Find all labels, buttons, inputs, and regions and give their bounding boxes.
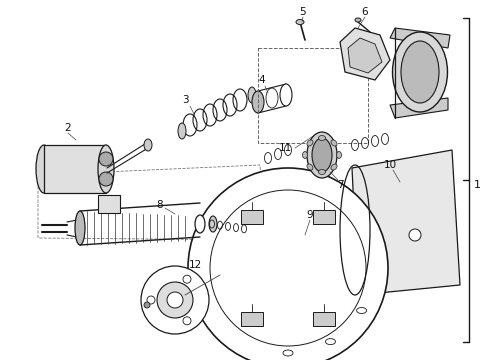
Polygon shape: [390, 98, 448, 118]
Circle shape: [167, 292, 183, 308]
Text: 12: 12: [188, 260, 201, 270]
Circle shape: [157, 282, 193, 318]
Ellipse shape: [307, 132, 337, 178]
Ellipse shape: [307, 164, 313, 170]
Circle shape: [141, 266, 209, 334]
Circle shape: [99, 172, 113, 186]
Ellipse shape: [252, 91, 264, 113]
Bar: [313, 210, 335, 224]
Ellipse shape: [248, 87, 256, 103]
Ellipse shape: [331, 140, 337, 146]
Ellipse shape: [337, 152, 342, 158]
Bar: [313, 312, 335, 326]
Text: 7: 7: [337, 180, 343, 190]
Bar: [258, 48, 368, 143]
Polygon shape: [348, 38, 382, 73]
Circle shape: [144, 302, 150, 308]
Polygon shape: [352, 150, 460, 295]
Circle shape: [409, 229, 421, 241]
Text: 8: 8: [157, 200, 163, 210]
Ellipse shape: [195, 215, 205, 233]
Bar: [242, 312, 264, 326]
Text: 6: 6: [362, 7, 368, 17]
Bar: [44, 145, 106, 193]
Text: 2: 2: [65, 123, 72, 133]
Ellipse shape: [331, 164, 337, 170]
Ellipse shape: [392, 32, 447, 112]
Ellipse shape: [355, 18, 361, 22]
Ellipse shape: [209, 216, 217, 232]
Polygon shape: [340, 28, 390, 80]
Ellipse shape: [312, 138, 332, 172]
Ellipse shape: [75, 211, 85, 245]
Ellipse shape: [144, 139, 152, 151]
Circle shape: [99, 152, 113, 166]
Ellipse shape: [318, 170, 325, 175]
Text: 10: 10: [384, 160, 396, 170]
Text: 4: 4: [259, 75, 265, 85]
Text: 1: 1: [473, 180, 481, 190]
Ellipse shape: [280, 84, 292, 106]
Ellipse shape: [401, 41, 439, 103]
Bar: [98, 195, 120, 213]
Text: 5: 5: [300, 7, 306, 17]
Ellipse shape: [36, 145, 52, 193]
Text: 11: 11: [278, 143, 292, 153]
Ellipse shape: [98, 145, 114, 193]
Bar: [242, 210, 264, 224]
Ellipse shape: [318, 135, 325, 140]
Text: 9: 9: [307, 210, 313, 220]
Ellipse shape: [178, 123, 186, 139]
Circle shape: [188, 168, 388, 360]
Ellipse shape: [296, 19, 304, 24]
Polygon shape: [390, 28, 450, 48]
Ellipse shape: [307, 140, 313, 146]
Ellipse shape: [302, 152, 308, 158]
Text: 3: 3: [182, 95, 188, 105]
